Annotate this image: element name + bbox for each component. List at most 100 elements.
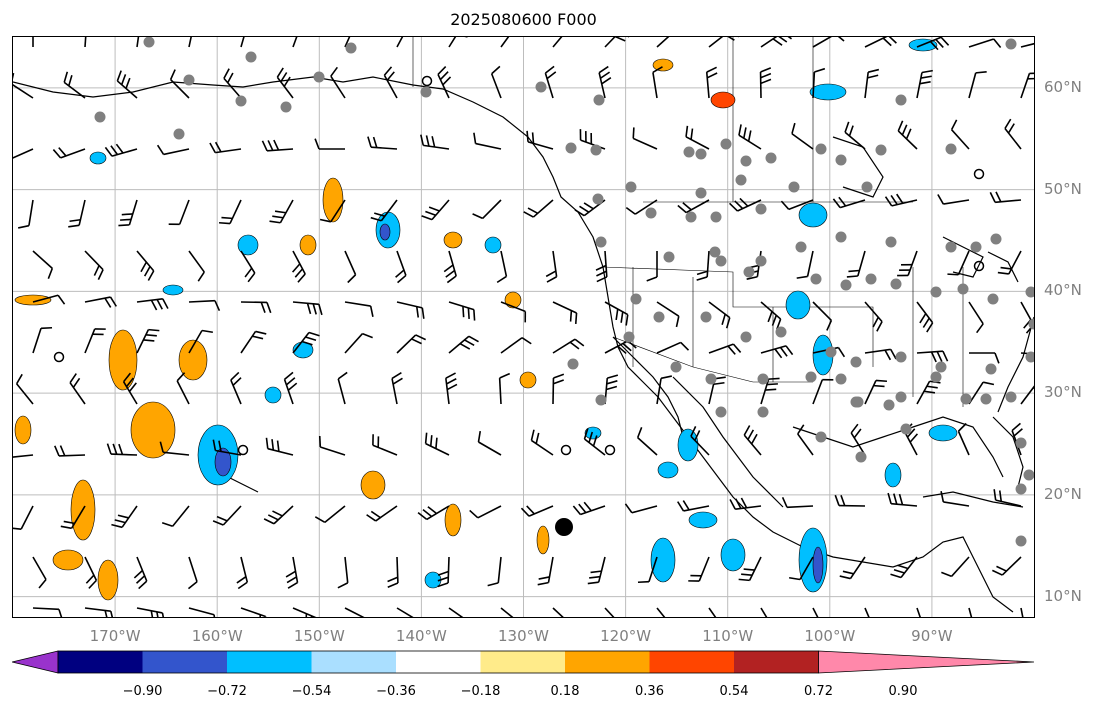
wind-barb-icon: [846, 250, 866, 278]
longitude-label: 120°W: [600, 627, 652, 645]
wind-barb-icon: [448, 37, 468, 48]
station-marker-icon: [861, 181, 873, 193]
wind-barb-icon: [993, 489, 1022, 507]
coastline-cuba: [922, 491, 1024, 508]
station-marker-icon: [1025, 286, 1034, 298]
wind-barb-icon: [940, 491, 970, 507]
colorbar-segment: [142, 651, 227, 673]
station-marker-icon: [173, 128, 185, 140]
station-marker-icon: [890, 278, 902, 290]
wind-barb-icon: [738, 556, 762, 582]
wind-barb-icon: [396, 334, 426, 354]
wind-barb-icon: [957, 422, 970, 456]
wind-barb-icon: [688, 556, 710, 582]
station-marker-icon: [815, 431, 827, 443]
wind-barb-icon: [812, 67, 826, 99]
wind-barb-icon: [344, 332, 373, 354]
wind-barb-icon: [473, 132, 502, 150]
station-marker-icon: [740, 155, 752, 167]
contour-region: [14, 415, 32, 445]
wind-barb-icon: [708, 301, 731, 329]
wind-barb-icon: [1020, 72, 1034, 99]
wind-barb-icon: [84, 556, 98, 589]
wind-barb-icon: [968, 70, 987, 99]
wind-barb-icon: [864, 348, 897, 361]
station-marker-icon: [835, 154, 847, 166]
wind-barb-icon: [604, 37, 630, 48]
wind-barb-icon: [587, 556, 606, 585]
wind-barb-icon: [598, 65, 612, 99]
wind-barb-icon: [916, 301, 934, 333]
wind-barb-icon: [372, 434, 398, 456]
wind-barb-icon: [136, 298, 169, 311]
wind-barb-icon: [530, 429, 554, 456]
colorbar-tick-label: −0.18: [460, 684, 501, 699]
wind-barb-icon: [283, 371, 298, 405]
contour-region: [504, 291, 522, 309]
wind-barb-icon: [941, 556, 970, 578]
wind-barb-icon: [708, 343, 742, 355]
station-marker-icon: [900, 423, 912, 435]
wind-barb-icon: [812, 301, 833, 331]
calm-wind-circle-icon: [973, 168, 985, 180]
wind-barb-icon: [520, 505, 554, 517]
wind-barb-icon: [448, 335, 479, 354]
wind-barb-icon: [391, 372, 403, 405]
wind-barb-icon: [796, 250, 814, 279]
wind-barb-icon: [677, 199, 710, 214]
station-marker-icon: [735, 174, 747, 186]
wind-barb-icon: [656, 341, 690, 354]
wind-barb-icon: [176, 372, 190, 405]
wind-barb-icon: [916, 607, 921, 617]
station-marker-icon: [885, 236, 897, 248]
contour-region: [444, 503, 462, 537]
contour-region: [214, 447, 232, 477]
station-marker-icon: [957, 283, 969, 295]
station-marker-icon: [593, 94, 605, 106]
station-marker-icon: [709, 246, 721, 258]
contour-region: [322, 177, 344, 223]
station-marker-icon: [945, 241, 957, 253]
wind-barb-icon: [84, 296, 117, 308]
wind-barb-icon: [708, 37, 739, 48]
wind-barb-icon: [864, 68, 880, 99]
wind-barb-icon: [477, 431, 502, 456]
wind-barb-icon: [445, 372, 458, 405]
map-panel[interactable]: [12, 36, 1035, 618]
wind-barb-icon: [595, 250, 608, 283]
wind-barb-icon: [890, 556, 918, 579]
wind-barb-icon: [544, 65, 557, 99]
wind-barb-icon: [780, 199, 814, 211]
station-marker-icon: [875, 144, 887, 156]
station-marker-icon: [695, 148, 707, 160]
wind-barb-icon: [545, 250, 558, 283]
wind-barb-icon: [500, 607, 514, 617]
wind-barb-icon: [472, 199, 502, 220]
longitude-label: 150°W: [293, 627, 345, 645]
wind-barb-icon: [552, 373, 565, 405]
wind-barb-icon: [897, 250, 918, 277]
wind-barb-icon: [84, 250, 104, 280]
station-marker-icon: [987, 293, 999, 305]
station-marker-icon: [623, 331, 635, 343]
station-marker-icon: [555, 518, 573, 536]
wind-barb-icon: [209, 141, 242, 154]
station-marker-icon: [143, 37, 155, 48]
wind-barb-icon: [169, 69, 190, 99]
station-marker-icon: [852, 396, 864, 408]
station-marker-icon: [980, 393, 992, 405]
wind-barb-icon: [291, 250, 306, 283]
wind-barb-icon: [187, 556, 198, 590]
station-marker-icon: [757, 373, 769, 385]
station-marker-icon: [960, 393, 972, 405]
wind-barb-icon: [789, 556, 814, 581]
station-marker-icon: [1028, 318, 1034, 330]
contour-region: [657, 461, 679, 479]
wind-barb-icon: [947, 250, 970, 276]
station-marker-icon: [895, 94, 907, 106]
station-marker-icon: [592, 193, 604, 205]
station-marker-icon: [653, 311, 665, 323]
station-marker-icon: [715, 255, 727, 267]
colorbar-tick-label: 0.90: [888, 684, 918, 699]
wind-barb-icon: [552, 37, 563, 48]
